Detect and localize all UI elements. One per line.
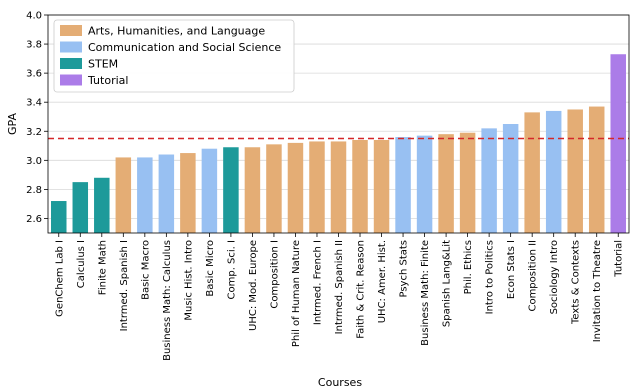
x-tick-label: Basic Micro bbox=[205, 240, 216, 297]
legend-box bbox=[53, 19, 295, 93]
bar bbox=[309, 141, 325, 233]
x-axis-title: Courses bbox=[318, 376, 362, 389]
bar bbox=[567, 109, 583, 233]
x-tick-label: Intrmed. Spanish I bbox=[119, 240, 130, 331]
bar bbox=[395, 137, 411, 233]
y-axis-title: GPA bbox=[6, 113, 19, 135]
legend-label: STEM bbox=[88, 58, 118, 71]
bar bbox=[223, 147, 239, 233]
y-tick-label: 2.8 bbox=[26, 185, 42, 196]
y-tick-label: 3.0 bbox=[26, 156, 42, 167]
bar bbox=[481, 128, 497, 233]
x-tick-label: Comp. Sci. I bbox=[226, 240, 237, 299]
legend-label: Tutorial bbox=[87, 74, 128, 87]
x-tick-label: Business Math: Calculus bbox=[162, 240, 173, 361]
bar bbox=[352, 139, 368, 233]
bar bbox=[180, 153, 196, 233]
y-tick-labels: 2.6 2.8 3.0 3.2 3.4 3.6 3.8 4.0 bbox=[26, 11, 48, 225]
x-tick-label: UHC: Mod. Europe bbox=[248, 240, 259, 331]
x-tick-label: Composition I bbox=[269, 240, 280, 309]
bar bbox=[266, 144, 282, 233]
x-tick-label: Intrmed. French I bbox=[312, 240, 323, 325]
bar bbox=[72, 182, 89, 233]
x-tick-labels: GenChem Lab I Calculus I Finite Math Intrme… bbox=[54, 233, 625, 361]
legend-label: Communication and Social Science bbox=[88, 41, 281, 54]
x-tick-label: GenChem Lab I bbox=[54, 240, 65, 317]
x-tick-label: Tutorial bbox=[614, 240, 625, 278]
bar bbox=[545, 110, 562, 233]
bar bbox=[416, 135, 433, 233]
legend-swatch bbox=[60, 25, 82, 36]
x-tick-label: Spanish Lang&Lit bbox=[442, 240, 453, 327]
bar bbox=[51, 201, 67, 233]
bar bbox=[287, 142, 304, 233]
bar bbox=[588, 106, 605, 233]
bar bbox=[373, 139, 390, 233]
bar bbox=[502, 124, 519, 233]
x-tick-label: Finite Math bbox=[97, 240, 108, 295]
x-tick-label: Phil. Ethics bbox=[463, 240, 474, 294]
bar bbox=[330, 141, 347, 233]
bar bbox=[94, 177, 110, 233]
bar bbox=[524, 112, 540, 233]
bar bbox=[438, 134, 454, 233]
x-tick-label: Basic Macro bbox=[140, 240, 151, 300]
bar bbox=[158, 154, 175, 233]
x-tick-label: Econ Stats I bbox=[506, 240, 517, 299]
legend-swatch bbox=[60, 41, 82, 53]
x-tick-label: Intro to Politics bbox=[485, 240, 496, 314]
x-tick-label: Calculus I bbox=[76, 240, 87, 288]
bar bbox=[137, 157, 153, 233]
x-tick-label: UHC: Amer. Hist. bbox=[377, 240, 388, 323]
y-tick-label: 3.6 bbox=[26, 69, 42, 80]
x-tick-label: Phil of Human Nature bbox=[291, 240, 302, 347]
x-tick-label: Psych Stats bbox=[399, 240, 410, 298]
x-tick-label: Invitation to Theatre bbox=[592, 240, 603, 342]
legend-swatch bbox=[60, 58, 82, 69]
bar bbox=[244, 147, 261, 233]
legend-swatch bbox=[60, 74, 82, 86]
x-tick-label: Music Hist. Intro bbox=[183, 240, 194, 321]
y-tick-label: 2.6 bbox=[26, 214, 42, 225]
x-tick-label: Business Math: Finite bbox=[420, 240, 431, 346]
bar bbox=[115, 157, 132, 233]
legend-label: Arts, Humanities, and Language bbox=[88, 25, 265, 38]
x-tick-label: Texts & Contexts bbox=[571, 240, 582, 325]
bar bbox=[201, 148, 218, 233]
x-tick-label: Composition II bbox=[528, 240, 539, 312]
legend: Arts, Humanities, and Language Communicat… bbox=[53, 19, 295, 93]
bar bbox=[610, 54, 626, 233]
y-tick-label: 4.0 bbox=[26, 11, 42, 22]
x-tick-label: Intrmed. Spanish II bbox=[334, 240, 345, 334]
bar bbox=[459, 132, 476, 233]
y-tick-label: 3.8 bbox=[26, 40, 42, 51]
x-tick-label: Sociology Intro bbox=[549, 240, 560, 314]
y-tick-label: 3.4 bbox=[26, 98, 42, 109]
x-tick-label: Faith & Crit. Reason bbox=[356, 240, 367, 339]
y-tick-label: 3.2 bbox=[26, 127, 42, 138]
